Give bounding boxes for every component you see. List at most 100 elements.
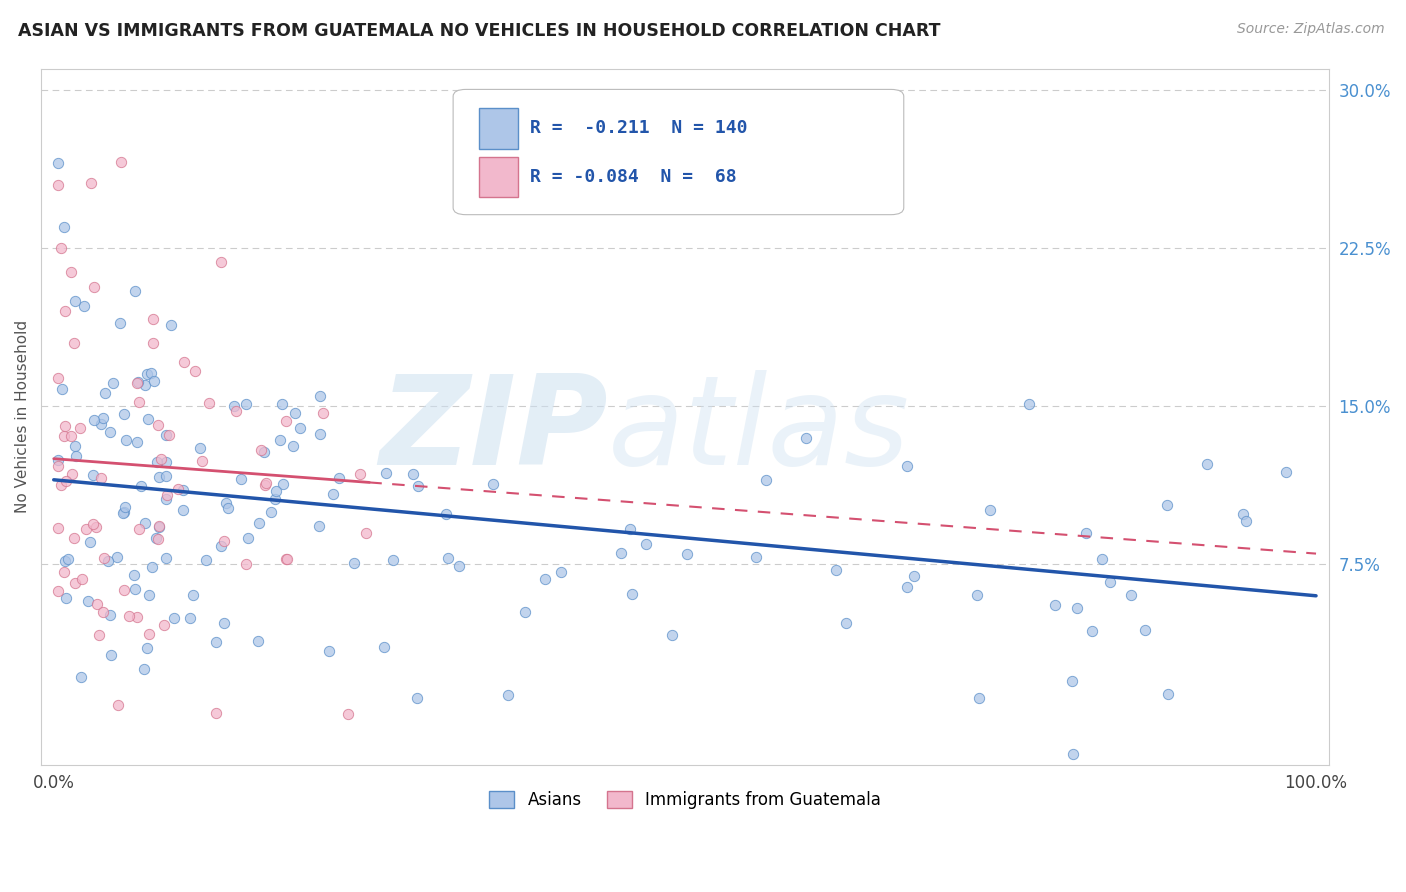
Point (160, 318, 183, 332)
Point (139, 366, 162, 380)
Point (69, 421, 91, 435)
Point (825, 563, 848, 577)
Point (253, 445, 276, 459)
Point (328, 470, 350, 484)
Point (979, 502, 1001, 516)
Point (229, 472, 252, 486)
Point (1074, 526, 1097, 541)
Point (247, 516, 270, 530)
Point (77, 594, 100, 608)
Point (155, 427, 177, 442)
Point (146, 418, 169, 433)
Point (143, 374, 166, 388)
Point (110, 155, 132, 169)
Y-axis label: No Vehicles in Household: No Vehicles in Household (15, 320, 30, 513)
Point (496, 689, 519, 703)
Point (181, 588, 204, 602)
Point (235, 558, 257, 572)
Point (80, 176, 103, 190)
Point (225, 403, 247, 417)
Point (337, 707, 360, 722)
Point (238, 532, 260, 546)
Point (142, 335, 165, 350)
Point (136, 641, 159, 656)
Point (49, 241, 72, 255)
Point (550, 565, 572, 579)
Point (135, 367, 157, 381)
Point (1119, 588, 1142, 602)
Point (98, 425, 121, 439)
Point (254, 476, 277, 491)
Point (1018, 397, 1040, 411)
Point (274, 552, 297, 566)
Point (308, 519, 330, 533)
Point (308, 427, 330, 442)
Point (195, 553, 218, 567)
Point (138, 627, 160, 641)
Point (235, 397, 257, 411)
Point (127, 375, 149, 389)
Point (148, 519, 170, 533)
Point (172, 503, 194, 517)
Point (249, 443, 271, 458)
Point (73, 299, 96, 313)
Point (63, 575, 86, 590)
Point (46, 453, 69, 467)
Point (59, 265, 82, 279)
Point (1080, 624, 1102, 639)
Point (87, 628, 110, 642)
Point (167, 482, 190, 496)
Point (382, 553, 405, 567)
Point (53, 554, 76, 568)
Point (128, 395, 150, 409)
Point (269, 433, 291, 447)
Point (63, 293, 86, 308)
Point (114, 500, 136, 515)
Point (46, 459, 69, 474)
Point (270, 397, 292, 411)
Point (373, 640, 395, 654)
Point (46, 370, 69, 384)
Point (63, 531, 86, 545)
Point (276, 552, 298, 566)
Point (70, 670, 93, 684)
Point (46, 156, 69, 170)
Point (1133, 623, 1156, 637)
Point (1091, 552, 1114, 566)
Point (283, 438, 305, 452)
Point (966, 588, 988, 602)
Point (156, 488, 179, 502)
Point (290, 421, 312, 435)
Point (155, 491, 177, 506)
Point (114, 583, 136, 598)
Point (93, 551, 115, 566)
Point (52, 565, 75, 579)
Point (197, 396, 219, 410)
Point (896, 458, 918, 473)
Point (620, 587, 643, 601)
Point (82, 516, 104, 531)
Text: Source: ZipAtlas.com: Source: ZipAtlas.com (1237, 22, 1385, 37)
Point (903, 569, 925, 583)
Point (406, 479, 429, 493)
Point (134, 377, 156, 392)
Point (1232, 508, 1254, 522)
Point (91, 605, 114, 619)
Point (264, 483, 287, 498)
Point (46, 178, 69, 192)
Point (55, 474, 77, 488)
Text: R =  -0.211  N = 140: R = -0.211 N = 140 (530, 120, 748, 137)
Point (212, 615, 235, 630)
Point (437, 551, 460, 566)
Point (46, 583, 69, 598)
Point (254, 478, 277, 492)
Point (401, 467, 423, 481)
Point (46, 521, 69, 535)
Point (90, 417, 112, 431)
Point (53, 418, 76, 433)
Point (134, 516, 156, 530)
Point (97, 554, 120, 568)
Point (1062, 674, 1084, 689)
Point (209, 255, 232, 269)
Point (94, 386, 117, 401)
